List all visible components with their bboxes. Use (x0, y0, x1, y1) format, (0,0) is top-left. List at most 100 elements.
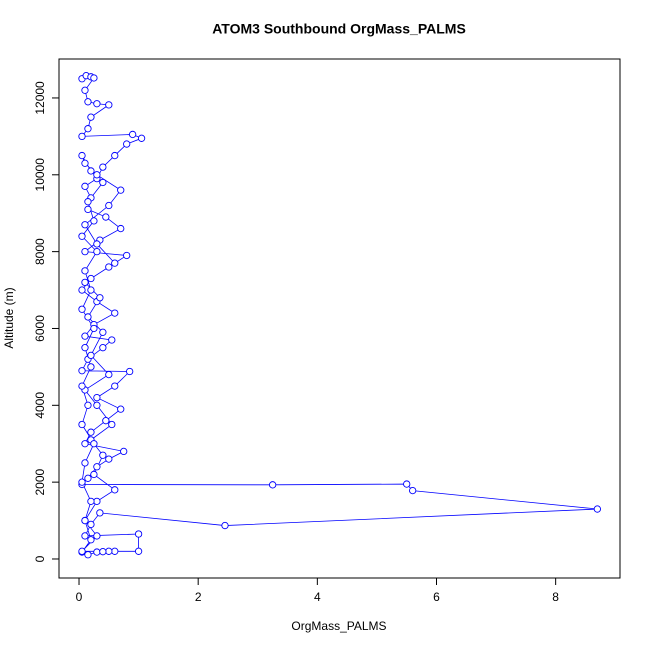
data-point (105, 370, 113, 379)
data-point (593, 505, 602, 513)
data-point (111, 309, 119, 317)
y-tick-label: 10000 (33, 158, 47, 192)
data-point (111, 259, 119, 267)
data-point (81, 332, 89, 340)
data-point (117, 405, 125, 413)
x-tick-label: 4 (314, 590, 321, 604)
x-tick-label: 8 (552, 590, 559, 604)
data-point (99, 344, 107, 352)
y-tick-label: 6000 (33, 315, 47, 342)
data-point (105, 455, 113, 463)
x-axis-label: OrgMass_PALMS (291, 619, 386, 633)
data-point (93, 497, 101, 506)
data-point (99, 548, 107, 556)
chart-title: ATOM3 Southbound OrgMass_PALMS (212, 21, 466, 37)
data-point (78, 382, 86, 390)
data-point (96, 294, 104, 302)
x-tick-label: 0 (76, 590, 83, 604)
data-point (90, 440, 98, 448)
data-point (99, 451, 107, 459)
data-point (111, 151, 119, 160)
data-point (99, 328, 107, 336)
data-point (87, 497, 95, 506)
data-point (123, 251, 131, 260)
data-point (99, 178, 107, 187)
y-tick-label: 0 (33, 555, 47, 562)
data-point (78, 305, 86, 313)
data-point (102, 213, 110, 221)
data-point (87, 113, 95, 121)
data-point (123, 140, 131, 148)
data-point (84, 125, 92, 133)
data-point (90, 324, 98, 333)
data-point (81, 516, 89, 525)
data-point (81, 532, 89, 540)
data-point (117, 186, 125, 194)
data-point (87, 286, 95, 294)
data-point (137, 134, 146, 142)
data-point (81, 459, 89, 467)
data-point (117, 224, 125, 233)
data-point (78, 547, 86, 555)
data-point (403, 480, 411, 488)
data-point (134, 547, 143, 555)
data-point (78, 478, 86, 486)
data-point (81, 221, 89, 229)
data-point (90, 74, 98, 82)
data-point (84, 198, 92, 206)
data-point (93, 100, 101, 108)
data-point (81, 267, 89, 275)
data-point (90, 217, 98, 225)
data-point (78, 151, 86, 160)
data-point (111, 486, 119, 494)
data-point (87, 351, 95, 360)
y-tick-label: 8000 (33, 238, 47, 265)
data-point (96, 509, 104, 517)
data-point (87, 536, 95, 544)
data-point (93, 393, 101, 402)
data-point (84, 551, 92, 559)
data-point (111, 382, 119, 390)
data-point (81, 182, 89, 190)
data-point (84, 474, 92, 482)
data-point (84, 98, 92, 106)
data-point (78, 286, 86, 294)
data-point (87, 520, 95, 529)
data-point (99, 163, 107, 171)
data-point (87, 363, 95, 371)
data-point (81, 278, 89, 287)
data-point (84, 313, 92, 321)
y-tick-label: 2000 (33, 468, 47, 495)
data-point (105, 101, 113, 109)
data-point (93, 532, 101, 540)
data-point (78, 367, 86, 375)
data-point (221, 521, 229, 530)
y-tick-label: 4000 (33, 392, 47, 419)
data-point (81, 440, 89, 448)
data-point (84, 401, 92, 409)
x-tick-label: 6 (433, 590, 440, 604)
data-point (93, 401, 101, 409)
data-point (78, 420, 86, 429)
data-point (105, 547, 113, 555)
data-point (134, 530, 143, 538)
data-point (81, 247, 89, 256)
data-point (78, 132, 86, 141)
data-point (108, 420, 116, 429)
data-point (81, 86, 89, 94)
y-axis-label: Altitude (m) (2, 287, 16, 348)
data-point (84, 205, 92, 214)
data-point (87, 428, 95, 436)
data-point (93, 247, 101, 256)
data-point (126, 367, 134, 376)
data-point (90, 470, 98, 479)
data-point (409, 486, 417, 495)
data-point (81, 344, 89, 352)
data-point (128, 130, 137, 139)
data-point (105, 201, 113, 210)
data-point (93, 548, 101, 556)
data-point (93, 463, 101, 471)
data-point (87, 274, 95, 283)
data-point (87, 167, 95, 175)
